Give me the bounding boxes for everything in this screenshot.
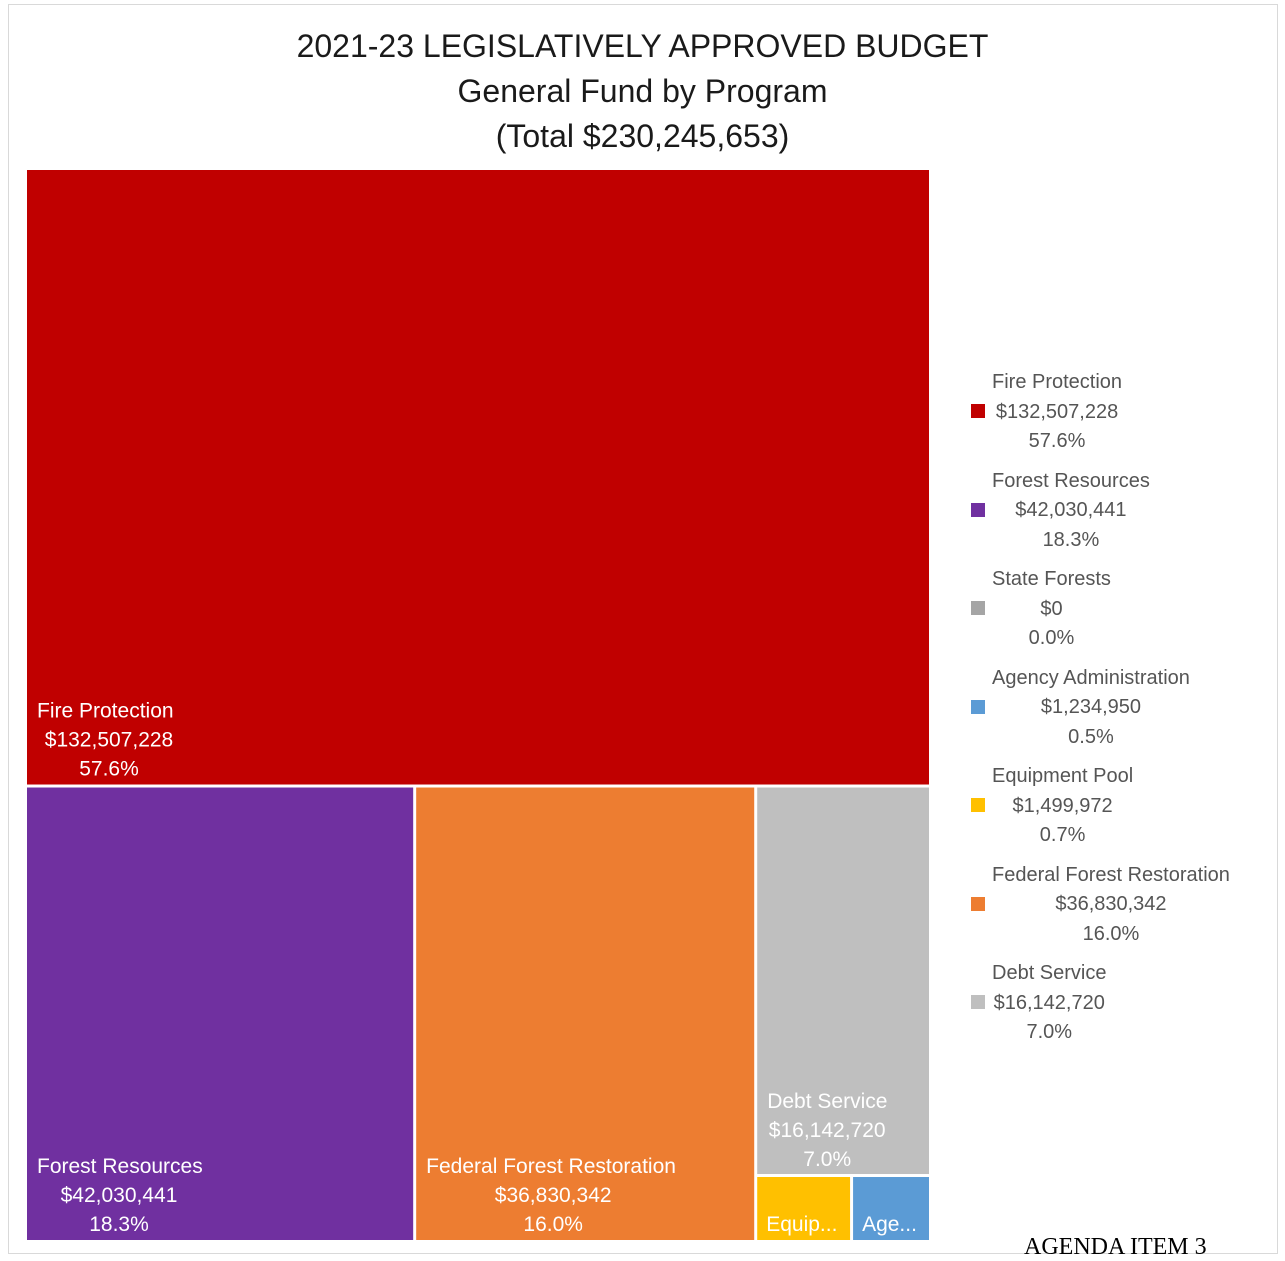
legend-percent: 18.3% <box>1042 528 1100 551</box>
chart-frame <box>8 4 1278 1254</box>
legend-value: $0 <box>1040 597 1063 620</box>
legend-swatch <box>971 699 985 714</box>
legend-item-agency-administration: Agency Administration $1,234,950 0.5% <box>962 664 1272 763</box>
tile-rect-forest-resources <box>27 787 414 1240</box>
legend-swatch <box>971 502 985 517</box>
legend-text: Agency Administration $1,234,950 0.5% <box>992 664 1190 753</box>
tile-fire-protection: Fire Protection $132,507,228 57.6% <box>27 170 929 785</box>
tile-label-value: $16,142,720 <box>769 1119 886 1142</box>
legend: Fire Protection $132,507,228 57.6% Forest R… <box>962 368 1272 1058</box>
legend-item-federal-forest-restoration: Federal Forest Restoration $36,830,342 16.… <box>962 861 1272 960</box>
legend-swatch <box>971 601 985 615</box>
tile-label-name: Equip... <box>766 1213 837 1236</box>
legend-swatch <box>971 798 985 812</box>
legend-swatch <box>971 404 985 418</box>
tile-label-value: $132,507,228 <box>45 729 173 752</box>
legend-value: $36,830,342 <box>1055 893 1167 915</box>
legend-percent: 16.0% <box>1082 922 1140 945</box>
legend-text: Debt Service $16,142,720 7.0% <box>992 959 1107 1048</box>
legend-percent: 57.6% <box>1028 430 1086 452</box>
tile-rect-debt-service <box>757 787 929 1175</box>
tile-debt-service: Debt Service $16,142,720 7.0% <box>757 787 929 1175</box>
tile-label-percent: 18.3% <box>89 1213 149 1236</box>
tile-label-percent: 7.0% <box>803 1148 851 1171</box>
legend-value: $42,030,441 <box>1015 499 1127 521</box>
tile-label-name: Forest Resources <box>37 1155 203 1178</box>
legend-name: Forest Resources <box>992 469 1150 492</box>
legend-name: Equipment Pool <box>992 765 1134 787</box>
legend-item-forest-resources: Forest Resources $42,030,441 18.3% <box>962 467 1272 566</box>
legend-item-fire-protection: Fire Protection $132,507,228 57.6% <box>962 368 1272 467</box>
legend-name: Debt Service <box>992 962 1107 984</box>
tile-label-value: $36,830,342 <box>495 1184 612 1207</box>
tile-rect-federal-forest-restoration <box>416 787 755 1240</box>
legend-value: $1,499,972 <box>1012 794 1113 817</box>
tile-label-percent: 16.0% <box>523 1213 583 1236</box>
legend-value: $132,507,228 <box>995 400 1119 423</box>
tile-rect-agency-administration <box>853 1177 929 1240</box>
legend-item-state-forests: State Forests $0 0.0% <box>962 565 1272 664</box>
tile-label-value: $42,030,441 <box>61 1184 178 1207</box>
legend-swatch <box>971 896 985 911</box>
legend-percent: 7.0% <box>1026 1021 1073 1043</box>
tile-federal-forest-restoration: Federal Forest Restoration $36,830,342 16.… <box>416 787 755 1240</box>
legend-text: Fire Protection $132,507,228 57.6% <box>992 368 1122 457</box>
legend-value: $1,234,950 <box>1040 696 1141 718</box>
legend-name: Agency Administration <box>992 666 1190 689</box>
legend-percent: 0.0% <box>1028 627 1075 649</box>
tile-label-name: Age... <box>862 1213 917 1236</box>
tile-equipment-pool: Equip... <box>757 1177 851 1240</box>
legend-swatch <box>971 995 985 1009</box>
chart-title-line-2: General Fund by Program <box>457 73 828 109</box>
legend-text: Federal Forest Restoration $36,830,342 16.… <box>992 861 1230 950</box>
legend-text: Forest Resources $42,030,441 18.3% <box>992 467 1150 556</box>
tile-label-name: Fire Protection <box>37 700 174 723</box>
tile-forest-resources: Forest Resources $42,030,441 18.3% <box>27 787 414 1240</box>
chart-title-line-1: 2021-23 LEGISLATIVELY APPROVED BUDGET <box>296 28 989 64</box>
tile-rect-equipment-pool <box>757 1177 851 1240</box>
legend-percent: 0.5% <box>1068 725 1114 748</box>
legend-item-equipment-pool: Equipment Pool $1,499,972 0.7% <box>962 762 1272 861</box>
legend-text: State Forests $0 0.0% <box>992 565 1111 654</box>
tile-label-name: Federal Forest Restoration <box>426 1155 676 1178</box>
legend-item-debt-service: Debt Service $16,142,720 7.0% <box>962 959 1272 1058</box>
legend-value: $16,142,720 <box>993 991 1105 1014</box>
legend-name: Fire Protection <box>992 371 1123 393</box>
tile-rect-fire-protection <box>27 170 929 785</box>
legend-text: Equipment Pool $1,499,972 0.7% <box>992 762 1133 851</box>
chart-title-line-3: (Total $230,245,653) <box>495 118 790 154</box>
legend-percent: 0.7% <box>1039 824 1086 846</box>
agenda-item-label: AGENDA ITEM 3 <box>1024 1234 1207 1260</box>
tile-label-percent: 57.6% <box>79 758 139 781</box>
tile-agency-administration: Age... <box>853 1177 929 1240</box>
legend-name: State Forests <box>992 568 1111 590</box>
legend-name: Federal Forest Restoration <box>992 863 1230 886</box>
tile-label-name: Debt Service <box>767 1090 887 1113</box>
